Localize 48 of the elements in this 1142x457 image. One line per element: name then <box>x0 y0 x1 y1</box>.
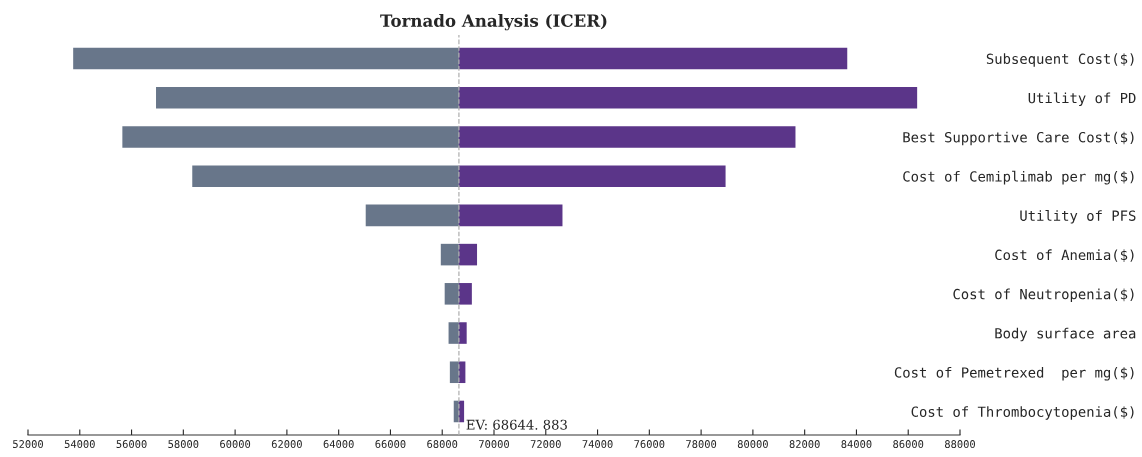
x-tick-label: 76000 <box>634 440 665 448</box>
chart-title: Tornado Analysis (ICER) <box>380 14 607 31</box>
x-tick-label: 60000 <box>220 440 251 448</box>
bar <box>444 283 459 305</box>
x-tick-label: 78000 <box>686 440 717 448</box>
bar <box>458 204 563 227</box>
bar <box>192 165 459 187</box>
x-tick-label: 88000 <box>944 440 975 448</box>
bar <box>73 47 459 70</box>
bar <box>458 86 918 109</box>
x-tick-label: 84000 <box>841 440 872 448</box>
x-tick-label: 82000 <box>789 440 820 448</box>
y-tick-label: Cost of Cemiplimab per mg($) <box>903 170 1134 185</box>
y-tick-label: Utility of PFS <box>1020 210 1136 224</box>
x-tick-label: 64000 <box>323 440 354 448</box>
x-tick-label: 80000 <box>737 440 768 448</box>
bar <box>156 86 459 109</box>
x-tick-label: 58000 <box>168 440 199 448</box>
x-tick-label: 52000 <box>13 440 43 448</box>
bar <box>448 322 459 344</box>
bar <box>449 361 459 384</box>
x-tick-label: 86000 <box>893 440 924 448</box>
x-tick-label: 68000 <box>427 440 458 448</box>
bar <box>365 204 459 227</box>
bar <box>440 243 459 266</box>
y-tick-label: Cost of Neutropenia($) <box>953 288 1134 303</box>
y-tick-label: Utility of PD <box>1028 92 1136 106</box>
bar <box>458 126 796 148</box>
y-tick-label: Cost of Anemia($) <box>995 249 1134 262</box>
x-tick-label: 66000 <box>375 440 406 448</box>
y-tick-label: Subsequent Cost($) <box>986 53 1134 67</box>
annotation: EV: 68644. 883 <box>466 419 567 430</box>
y-tick-label: Cost of Thrombocytopenia($) <box>911 406 1134 420</box>
bar <box>458 283 472 305</box>
y-tick-label: Cost of Pemetrexed per mg($) <box>894 366 1134 381</box>
bar <box>122 126 459 148</box>
x-tick-label: 54000 <box>64 440 95 448</box>
x-tick-label: 72000 <box>530 440 561 448</box>
x-tick-label: 70000 <box>479 440 509 448</box>
bar <box>458 47 848 70</box>
x-tick-label: 62000 <box>271 440 302 448</box>
bar <box>458 322 467 344</box>
x-tick-label: 56000 <box>116 440 147 448</box>
x-tick-label: 74000 <box>582 440 613 448</box>
bar <box>458 165 726 187</box>
y-tick-label: Best Supportive Care Cost($) <box>903 131 1134 146</box>
bar <box>458 243 478 266</box>
y-tick-label: Body surface area <box>995 327 1136 342</box>
